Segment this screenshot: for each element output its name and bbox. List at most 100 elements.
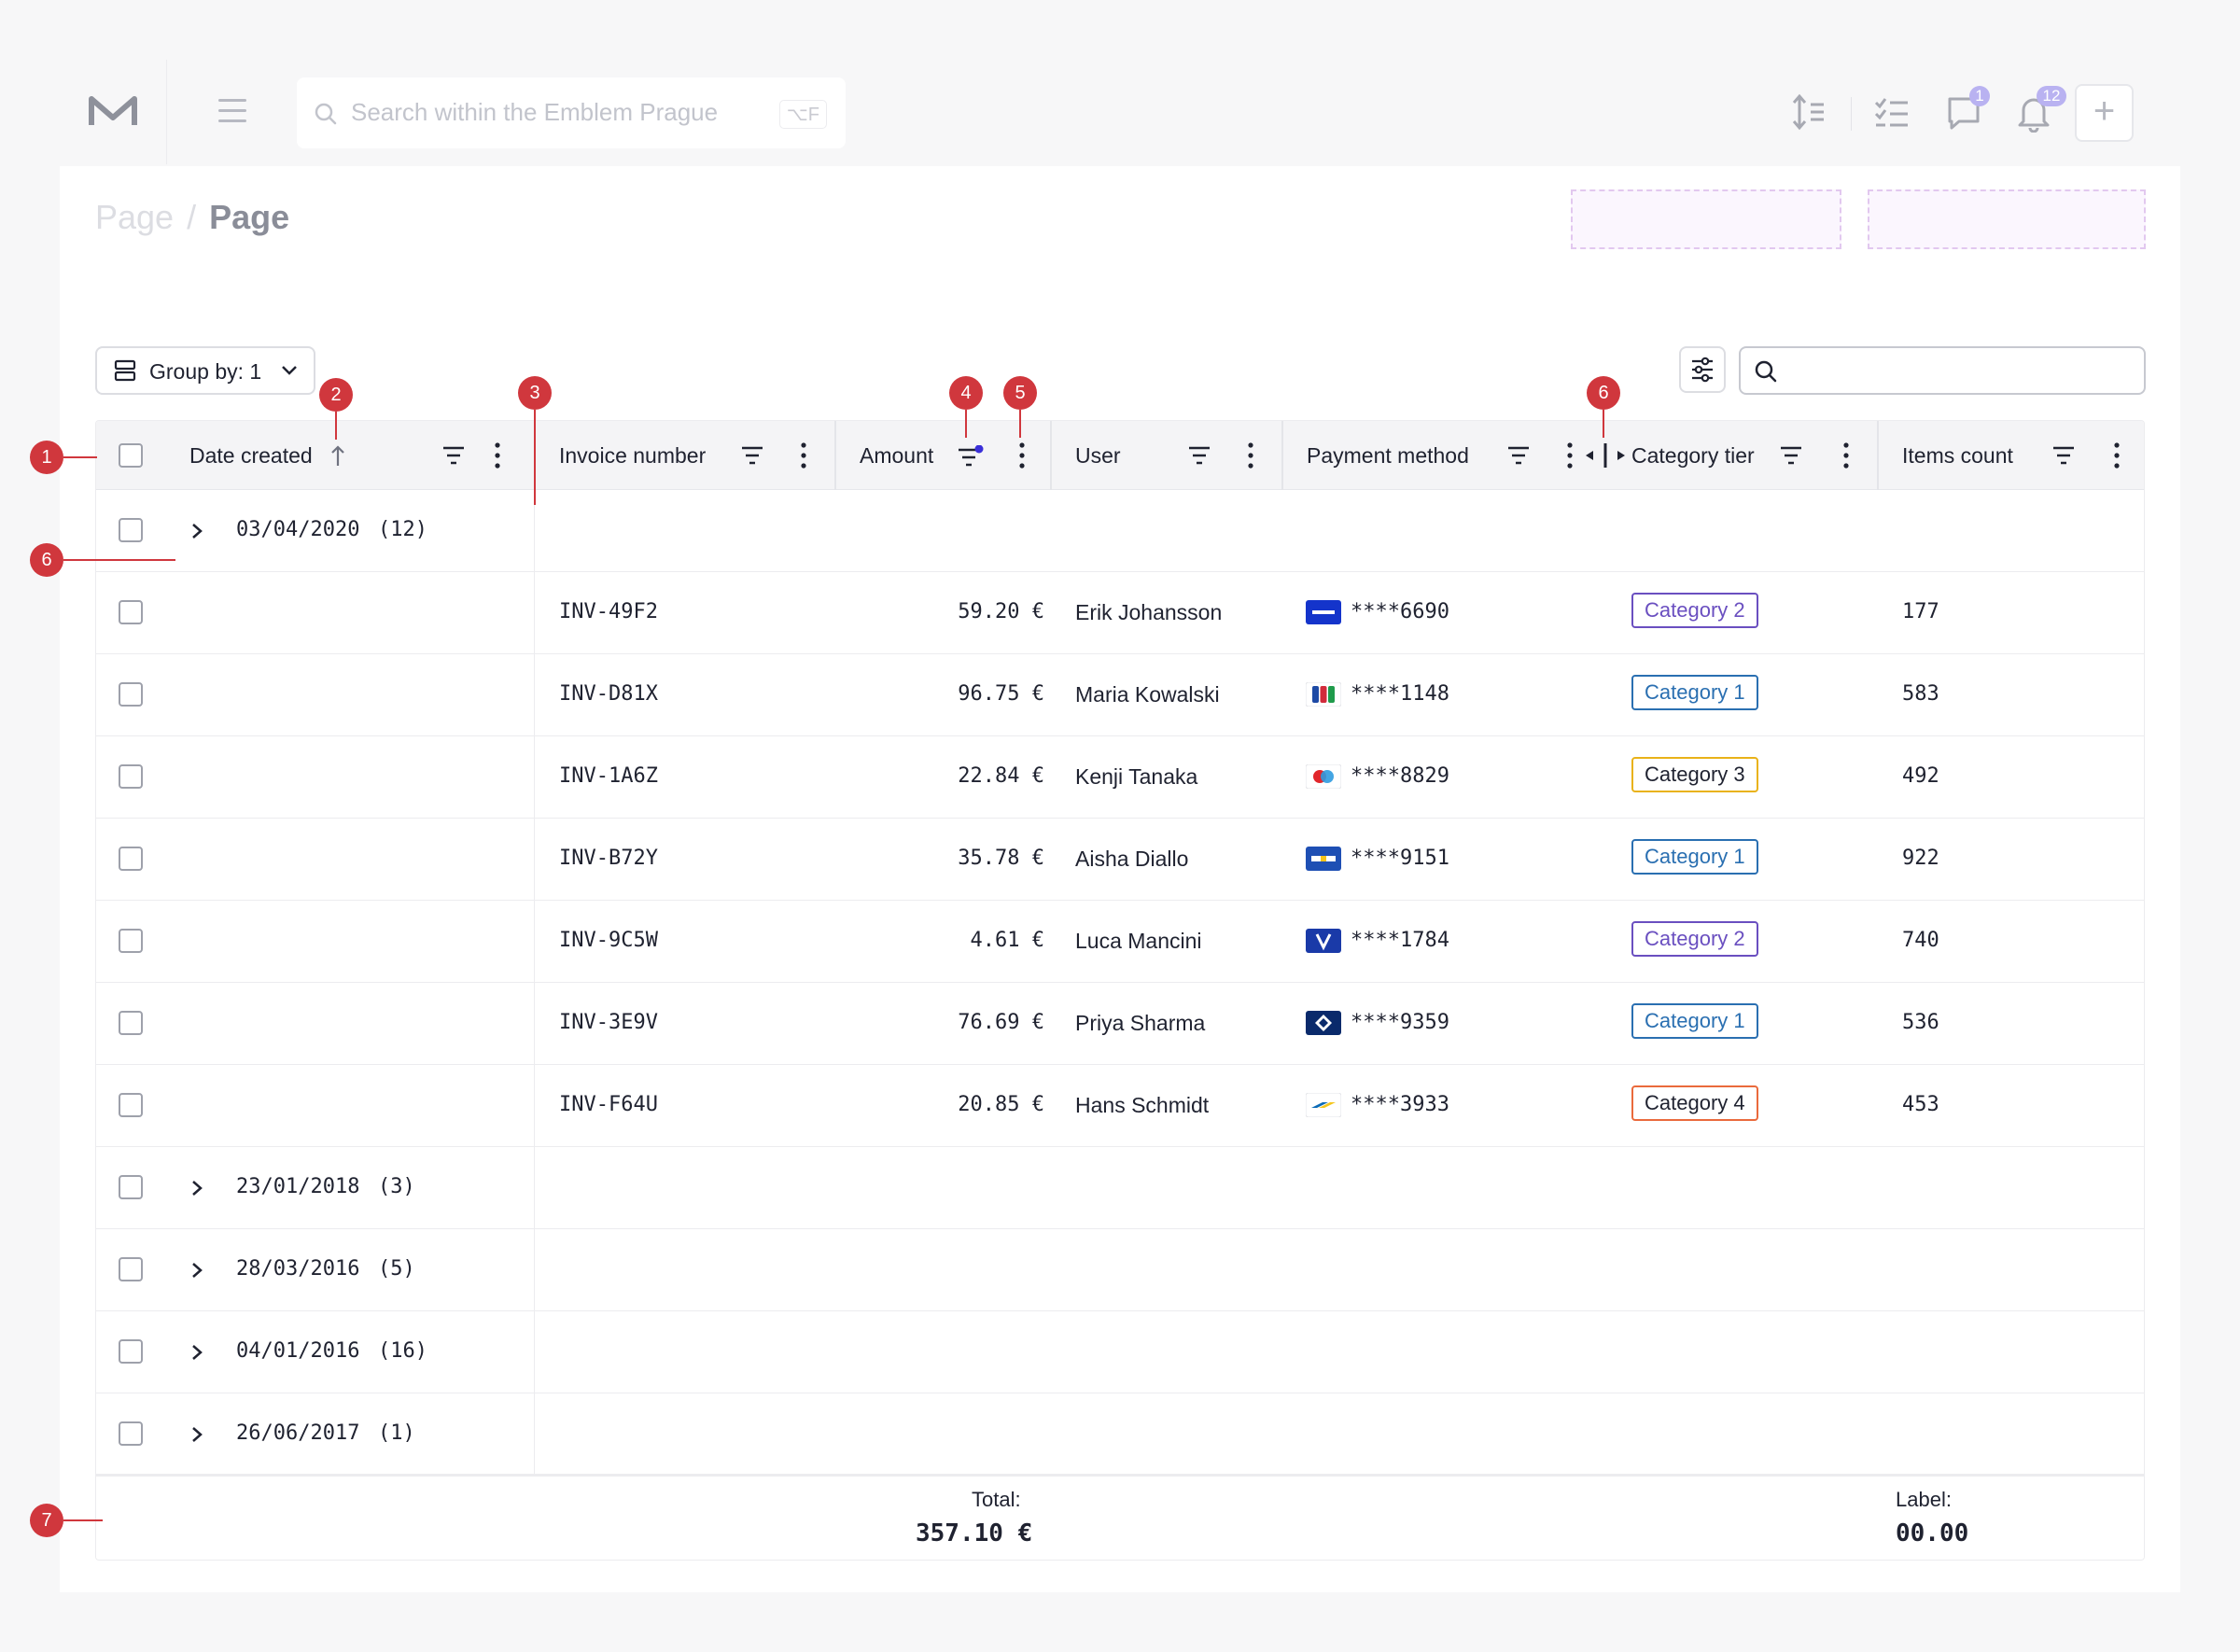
column-header-items-count[interactable]: Items count xyxy=(1878,421,2144,490)
table-row[interactable]: INV-F64U 20.85 € Hans Schmidt ****3933 C… xyxy=(96,1065,2144,1147)
row-checkbox[interactable] xyxy=(119,1339,143,1364)
table-row[interactable]: INV-D81X 96.75 € Maria Kowalski ****1148… xyxy=(96,654,2144,736)
data-table: Date created Invoice number Amount xyxy=(95,420,2145,1561)
table-row[interactable]: INV-49F2 59.20 € Erik Johansson ****6690… xyxy=(96,572,2144,654)
column-menu-icon[interactable] xyxy=(1842,441,1850,469)
chevron-right-icon[interactable] xyxy=(189,1261,204,1280)
row-checkbox[interactable] xyxy=(119,764,143,789)
column-header-date-created[interactable]: Date created xyxy=(96,421,535,490)
group-row[interactable]: 03/04/2020 (12) xyxy=(96,490,2144,572)
table-search-input[interactable] xyxy=(1739,346,2146,395)
group-row[interactable]: 26/06/2017 (1) xyxy=(96,1393,2144,1476)
row-checkbox[interactable] xyxy=(119,1257,143,1281)
group-column-divider xyxy=(534,490,535,1560)
row-checkbox[interactable] xyxy=(119,518,143,542)
sepa-card-icon xyxy=(1306,847,1341,871)
filter-icon[interactable] xyxy=(441,445,466,466)
emblem-logo-icon[interactable] xyxy=(89,93,137,131)
column-menu-icon[interactable] xyxy=(1247,441,1254,469)
total-value: 357.10 € xyxy=(916,1519,1033,1547)
filter-icon[interactable] xyxy=(740,445,764,466)
global-search-input[interactable]: Search within the Emblem Prague ⌥F xyxy=(297,77,846,148)
column-divider[interactable] xyxy=(1281,421,1283,490)
column-header-amount[interactable]: Amount xyxy=(835,421,1050,490)
user-name: Kenji Tanaka xyxy=(1075,764,1198,789)
sort-ascending-icon[interactable] xyxy=(329,443,346,468)
amount: 59.20 € xyxy=(958,600,1044,623)
row-checkbox[interactable] xyxy=(119,1421,143,1446)
filter-icon[interactable] xyxy=(1779,445,1803,466)
table-row[interactable]: INV-3E9V 76.69 € Priya Sharma ****9359 C… xyxy=(96,983,2144,1065)
group-row[interactable]: 04/01/2016 (16) xyxy=(96,1311,2144,1393)
row-checkbox[interactable] xyxy=(119,600,143,624)
checklist-icon[interactable] xyxy=(1874,91,1910,133)
notification-badge: 12 xyxy=(2037,86,2066,106)
chevron-right-icon[interactable] xyxy=(189,1343,204,1362)
column-menu-icon[interactable] xyxy=(2113,441,2121,469)
group-count: (16) xyxy=(378,1339,427,1363)
column-resize-handle-icon[interactable] xyxy=(1584,441,1627,469)
breadcrumb-previous[interactable]: Page xyxy=(95,198,175,236)
column-divider[interactable] xyxy=(1877,421,1879,490)
filter-icon[interactable] xyxy=(1506,445,1531,466)
annotation-leader xyxy=(534,410,536,505)
filter-active-icon[interactable] xyxy=(957,445,985,468)
group-count: (12) xyxy=(378,518,427,541)
column-header-category-tier[interactable]: Category tier xyxy=(1605,421,1878,490)
column-divider[interactable] xyxy=(1050,421,1052,490)
row-checkbox[interactable] xyxy=(119,682,143,707)
group-by-dropdown[interactable]: Group by: 1 xyxy=(95,346,315,395)
table-row[interactable]: INV-1A6Z 22.84 € Kenji Tanaka ****8829 C… xyxy=(96,736,2144,819)
column-divider[interactable] xyxy=(834,421,836,490)
group-row[interactable]: 28/03/2016 (5) xyxy=(96,1229,2144,1311)
chevron-right-icon[interactable] xyxy=(189,522,204,540)
label-value: 00.00 xyxy=(1896,1519,1969,1547)
filter-icon[interactable] xyxy=(1187,445,1211,466)
filter-icon[interactable] xyxy=(2051,445,2076,466)
row-checkbox[interactable] xyxy=(119,1011,143,1035)
row-checkbox[interactable] xyxy=(119,1093,143,1117)
card-number: ****8829 xyxy=(1351,764,1449,788)
column-header-user[interactable]: User xyxy=(1051,421,1282,490)
table-settings-button[interactable] xyxy=(1679,346,1726,393)
column-header-payment-method[interactable]: Payment method xyxy=(1282,421,1605,490)
column-menu-icon[interactable] xyxy=(1018,441,1026,469)
column-menu-icon[interactable] xyxy=(1566,441,1574,469)
group-row[interactable]: 23/01/2018 (3) xyxy=(96,1147,2144,1229)
column-header-invoice-number[interactable]: Invoice number xyxy=(535,421,835,490)
items-count: 492 xyxy=(1902,764,1939,788)
visa-card-icon xyxy=(1306,600,1341,624)
category-tag: Category 2 xyxy=(1631,921,1758,957)
column-label: Payment method xyxy=(1307,443,1469,468)
search-placeholder: Search within the Emblem Prague xyxy=(351,98,719,126)
items-count: 453 xyxy=(1902,1093,1939,1116)
invoice-number: INV-49F2 xyxy=(559,600,658,623)
total-label: Total: xyxy=(972,1488,1021,1511)
chevron-right-icon[interactable] xyxy=(189,1179,204,1197)
select-all-checkbox[interactable] xyxy=(119,443,143,468)
annotation-marker-5: 5 xyxy=(1003,376,1037,410)
column-menu-icon[interactable] xyxy=(800,441,807,469)
menu-icon[interactable] xyxy=(218,99,246,125)
search-shortcut: ⌥F xyxy=(778,100,827,129)
chevron-right-icon[interactable] xyxy=(189,1425,204,1444)
column-menu-icon[interactable] xyxy=(494,441,501,469)
annotation-marker-4: 4 xyxy=(949,376,983,410)
amount: 4.61 € xyxy=(970,929,1044,952)
header-action-placeholder-2[interactable] xyxy=(1868,189,2146,249)
card-number: ****9151 xyxy=(1351,847,1449,870)
table-row[interactable]: INV-9C5W 4.61 € Luca Mancini ****1784 Ca… xyxy=(96,901,2144,983)
row-checkbox[interactable] xyxy=(119,1175,143,1199)
group-count: (3) xyxy=(378,1175,415,1198)
search-icon xyxy=(1755,360,1777,383)
bancontact-card-icon xyxy=(1305,1092,1342,1118)
row-checkbox[interactable] xyxy=(119,847,143,871)
row-density-icon[interactable] xyxy=(1792,91,1826,133)
table-row[interactable]: INV-B72Y 35.78 € Aisha Diallo ****9151 C… xyxy=(96,819,2144,901)
annotation-marker-3: 3 xyxy=(518,376,552,410)
add-button[interactable]: + xyxy=(2075,84,2134,142)
annotation-marker-6b: 6 xyxy=(30,543,63,577)
diners-card-icon xyxy=(1306,1011,1341,1035)
header-action-placeholder-1[interactable] xyxy=(1571,189,1841,249)
row-checkbox[interactable] xyxy=(119,929,143,953)
